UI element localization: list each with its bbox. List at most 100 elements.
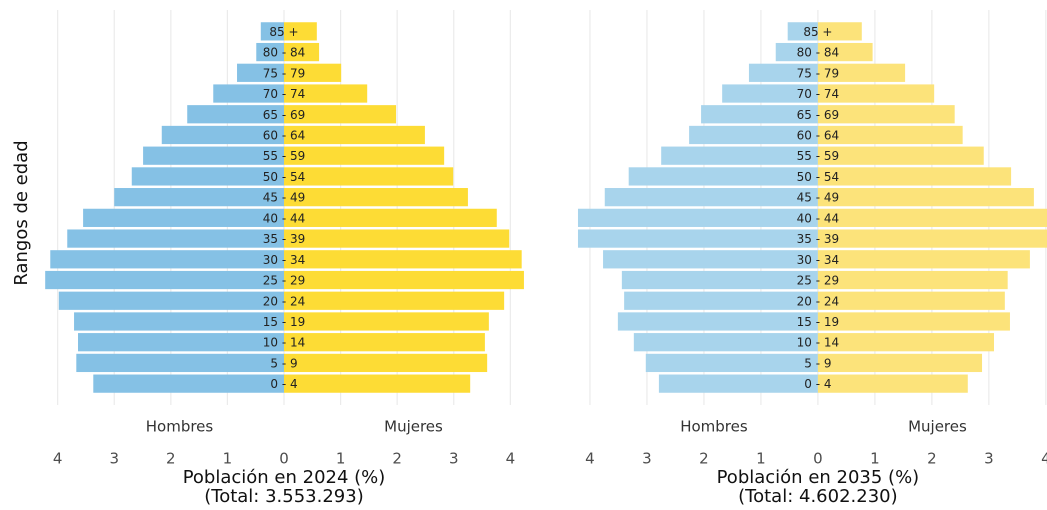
bar — [45, 270, 284, 290]
bar — [284, 167, 454, 186]
category-label: 40 - 44 — [797, 211, 840, 225]
bar — [817, 312, 1010, 331]
bar — [817, 167, 1012, 186]
x-tick-label: 1 — [223, 450, 233, 468]
category-label: 0 - 4 — [804, 377, 831, 391]
bar — [817, 146, 984, 165]
bar — [237, 63, 284, 82]
category-label: 45 - 49 — [263, 191, 306, 205]
bar — [817, 42, 873, 62]
bar — [78, 333, 284, 352]
category-label: 10 - 14 — [263, 336, 306, 350]
series-label: Hombres — [146, 418, 214, 436]
category-label: 75 - 79 — [797, 66, 840, 80]
bar — [604, 188, 818, 207]
bar — [787, 22, 818, 41]
x-tick-label: 2 — [927, 450, 937, 468]
x-tick-label: 1 — [336, 450, 346, 468]
category-label: 40 - 44 — [263, 211, 306, 225]
category-label: 25 - 29 — [797, 274, 840, 288]
bar — [58, 291, 284, 310]
bar — [284, 333, 485, 352]
bar — [76, 353, 284, 373]
x-tick-label: 0 — [279, 450, 289, 468]
bar — [628, 167, 818, 186]
category-label: 35 - 39 — [263, 232, 306, 246]
bar — [645, 353, 818, 373]
x-axis-label: Población en 2024 (%) — [183, 467, 386, 488]
bar — [658, 374, 818, 393]
x-tick-label: 3 — [984, 450, 994, 468]
bar — [161, 125, 284, 145]
x-tick-label: 4 — [506, 450, 516, 468]
bar — [701, 105, 818, 124]
x-tick-label: 2 — [166, 450, 176, 468]
bar — [284, 374, 471, 393]
bar — [284, 353, 488, 373]
bar — [624, 291, 818, 310]
category-label: 20 - 24 — [263, 294, 306, 308]
x-axis-note: (Total: 3.553.293) — [204, 486, 363, 507]
bar — [633, 333, 818, 352]
series-label: Mujeres — [384, 418, 443, 436]
bar — [93, 374, 284, 393]
series-label: Hombres — [680, 418, 748, 436]
bar — [284, 229, 510, 248]
bar — [817, 208, 1047, 227]
category-label: 65 - 69 — [797, 108, 840, 122]
bar — [213, 84, 284, 103]
bar — [67, 229, 284, 248]
x-tick-label: 2 — [699, 450, 709, 468]
x-axis-label: Población en 2035 (%) — [717, 467, 920, 488]
category-label: 5 - 9 — [804, 356, 831, 370]
category-label: 85 + — [269, 25, 298, 39]
x-tick-label: 1 — [870, 450, 880, 468]
category-label: 60 - 64 — [263, 128, 306, 142]
x-tick-label: 3 — [449, 450, 459, 468]
bar — [131, 167, 284, 186]
bar — [603, 250, 818, 269]
bar — [284, 291, 505, 310]
y-axis-label: Rangos de edad — [11, 140, 32, 285]
category-label: 80 - 84 — [263, 46, 306, 60]
category-label: 70 - 74 — [797, 87, 840, 101]
bar — [817, 270, 1008, 290]
x-tick-label: 0 — [813, 450, 823, 468]
bar — [187, 105, 284, 124]
bar — [284, 105, 397, 124]
category-label: 70 - 74 — [263, 87, 306, 101]
category-label: 20 - 24 — [797, 294, 840, 308]
category-label: 50 - 54 — [263, 170, 306, 184]
x-tick-label: 4 — [585, 450, 595, 468]
bar — [284, 208, 497, 227]
x-tick-label: 3 — [109, 450, 119, 468]
bar — [260, 22, 284, 41]
category-label: 15 - 19 — [263, 315, 306, 329]
bar — [284, 312, 489, 331]
bar — [817, 105, 955, 124]
bar — [284, 22, 317, 41]
category-label: 30 - 34 — [797, 253, 840, 267]
bar — [284, 63, 342, 82]
x-tick-label: 2 — [392, 450, 402, 468]
bar — [817, 63, 906, 82]
category-label: 0 - 4 — [270, 377, 297, 391]
category-label: 30 - 34 — [263, 253, 306, 267]
bar — [284, 42, 320, 62]
series-label: Mujeres — [908, 418, 967, 436]
bar — [83, 208, 285, 227]
category-label: 5 - 9 — [270, 356, 297, 370]
x-tick-label: 4 — [1041, 450, 1047, 468]
category-label: 25 - 29 — [263, 274, 306, 288]
bar — [284, 84, 368, 103]
category-label: 85 + — [803, 25, 832, 39]
bar — [817, 84, 935, 103]
bar — [817, 188, 1034, 207]
bar — [748, 63, 818, 82]
bar — [689, 125, 818, 145]
category-label: 50 - 54 — [797, 170, 840, 184]
category-label: 45 - 49 — [797, 191, 840, 205]
x-axis-note: (Total: 4.602.230) — [738, 486, 897, 507]
bar — [577, 208, 818, 227]
